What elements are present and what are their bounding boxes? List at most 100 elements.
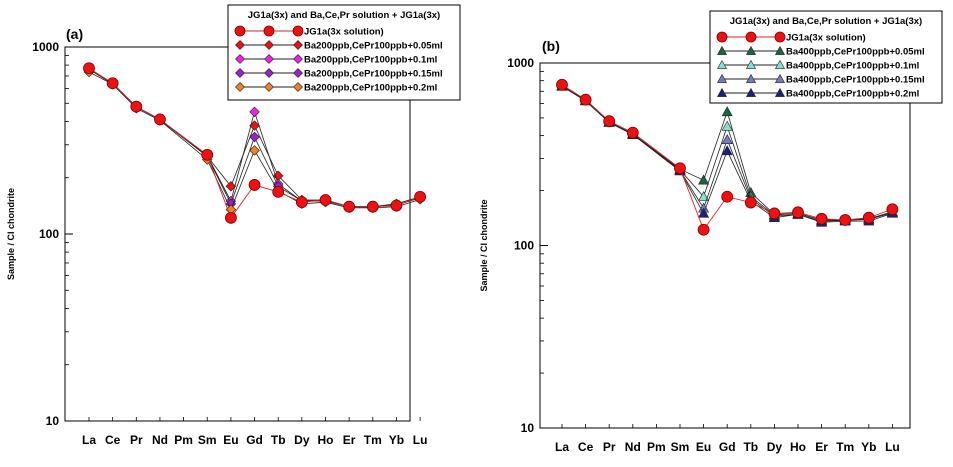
chart-panel-b: 10 100 1000 La Ce Pr Nd Pm Sm Eu Gd Tb Dy Ho Er Tm Yb Lu S… (479, 10, 943, 454)
plot-frame (64, 46, 411, 422)
legend-entry: Ba200ppb,CePr100ppb+0.2ml (304, 83, 437, 94)
y-tick-label: 10 (46, 414, 60, 428)
data-point (154, 113, 166, 126)
legend-marker (235, 82, 245, 92)
x-tick-label: Sm (198, 433, 217, 447)
x-tick-label: Er (343, 433, 356, 447)
x-tick-label: Pm (174, 433, 193, 447)
legend-marker (264, 54, 274, 64)
legend-title: JG1a(3x) and Ba,Ce,Pr solution + JG1a(3x… (248, 10, 440, 21)
data-point (579, 93, 592, 106)
legend-marker (716, 59, 728, 69)
panel-label: (a) (66, 26, 83, 42)
y-tick-label: 1000 (32, 40, 59, 54)
legend: JG1a(3x) and Ba,Ce,Pr solution + JG1a(3x… (709, 10, 943, 104)
data-point (272, 185, 285, 198)
x-tick-label: Gd (246, 433, 263, 447)
data-point (721, 190, 734, 203)
legend-marker (293, 40, 303, 50)
data-point (721, 106, 733, 117)
x-tick-label: Pr (603, 440, 616, 454)
data-point (768, 207, 781, 220)
x-tick-label: Tm (364, 433, 382, 447)
legend-title: JG1a(3x) and Ba,Ce,Pr solution + JG1a(3x… (730, 16, 922, 27)
legend-marker (264, 68, 274, 78)
legend-marker (235, 40, 245, 50)
x-tick-label: Nd (625, 440, 641, 454)
legend-marker (235, 68, 245, 78)
x-tick-label: Eu (696, 440, 711, 454)
data-point (249, 106, 260, 118)
data-point (343, 200, 356, 213)
legend-marker (774, 73, 786, 83)
panel-label: (b) (542, 38, 560, 54)
data-point (839, 214, 852, 226)
legend-marker (745, 45, 757, 55)
x-tick-label: Tb (743, 440, 758, 454)
data-point (83, 62, 95, 75)
x-tick-label: Ho (790, 440, 806, 454)
legend-box (227, 4, 461, 101)
x-tick-label: Gd (719, 440, 736, 454)
chart-panel-a: 10 100 1000 La Ce Pr Nd Pm Sm Eu Gd Tb Dy Ho Er Tm Yb Lu S… (6, 4, 461, 447)
data-point (698, 207, 710, 218)
y-axis-label: Sample / CI chondrite (479, 199, 489, 291)
data-point (390, 199, 403, 212)
y-axis-label: Sample / CI chondrite (6, 188, 16, 280)
data-point (815, 212, 828, 225)
data-point (366, 200, 379, 213)
y-tick-label: 10 (521, 421, 535, 435)
data-point (224, 211, 237, 224)
x-tick-label: Dy (294, 433, 310, 447)
data-point (886, 203, 899, 216)
legend-marker (716, 73, 728, 83)
x-tick-label: Nd (152, 433, 168, 447)
data-point (744, 196, 757, 209)
x-tick-label: Ce (105, 433, 121, 447)
data-point (674, 162, 686, 175)
data-point (556, 78, 568, 91)
legend-marker (264, 40, 274, 50)
data-point (792, 206, 804, 219)
y-tick-label: 1000 (507, 56, 534, 70)
legend-marker (716, 31, 728, 43)
legend-entry: Ba400ppb,CePr100ppb+0.05ml (786, 47, 925, 58)
x-tick-label: Ce (578, 440, 594, 454)
legend-marker (264, 82, 274, 92)
legend-marker (235, 54, 245, 64)
data-point (626, 126, 639, 139)
data-point (106, 77, 119, 90)
legend-entry: Ba400ppb,CePr100ppb+0.15ml (786, 75, 925, 86)
data-point (862, 211, 875, 224)
legend-marker (745, 73, 757, 83)
x-tick-label: Sm (671, 440, 690, 454)
data-point (295, 196, 308, 209)
x-tick-label: Er (815, 440, 828, 454)
data-point (721, 134, 733, 144)
x-tick-label: La (82, 433, 96, 447)
series-0 (83, 62, 427, 224)
data-point (248, 179, 261, 191)
data-point (130, 100, 143, 113)
legend-marker (293, 68, 303, 78)
x-tick-label: Pm (647, 440, 666, 454)
data-point (225, 181, 237, 192)
legend-marker (774, 59, 786, 69)
legend-entry: Ba400ppb,CePr100ppb+0.2ml (786, 89, 919, 100)
legend-marker (292, 25, 304, 37)
legend-entry: JG1a(3x solution) (304, 27, 384, 38)
data-point (319, 194, 332, 206)
data-point (698, 191, 710, 202)
legend-marker (716, 87, 728, 97)
legend-marker (234, 25, 246, 37)
legend-entry: Ba200ppb,CePr100ppb+0.1ml (304, 55, 437, 66)
legend-marker (774, 31, 786, 43)
data-point (697, 223, 710, 236)
x-tick-label: Yb (861, 440, 876, 454)
legend-entry: Ba200ppb,CePr100ppb+0.15ml (304, 69, 443, 80)
data-point (249, 145, 260, 156)
x-tick-label: Yb (389, 433, 404, 447)
x-tick-label: Tm (836, 440, 854, 454)
